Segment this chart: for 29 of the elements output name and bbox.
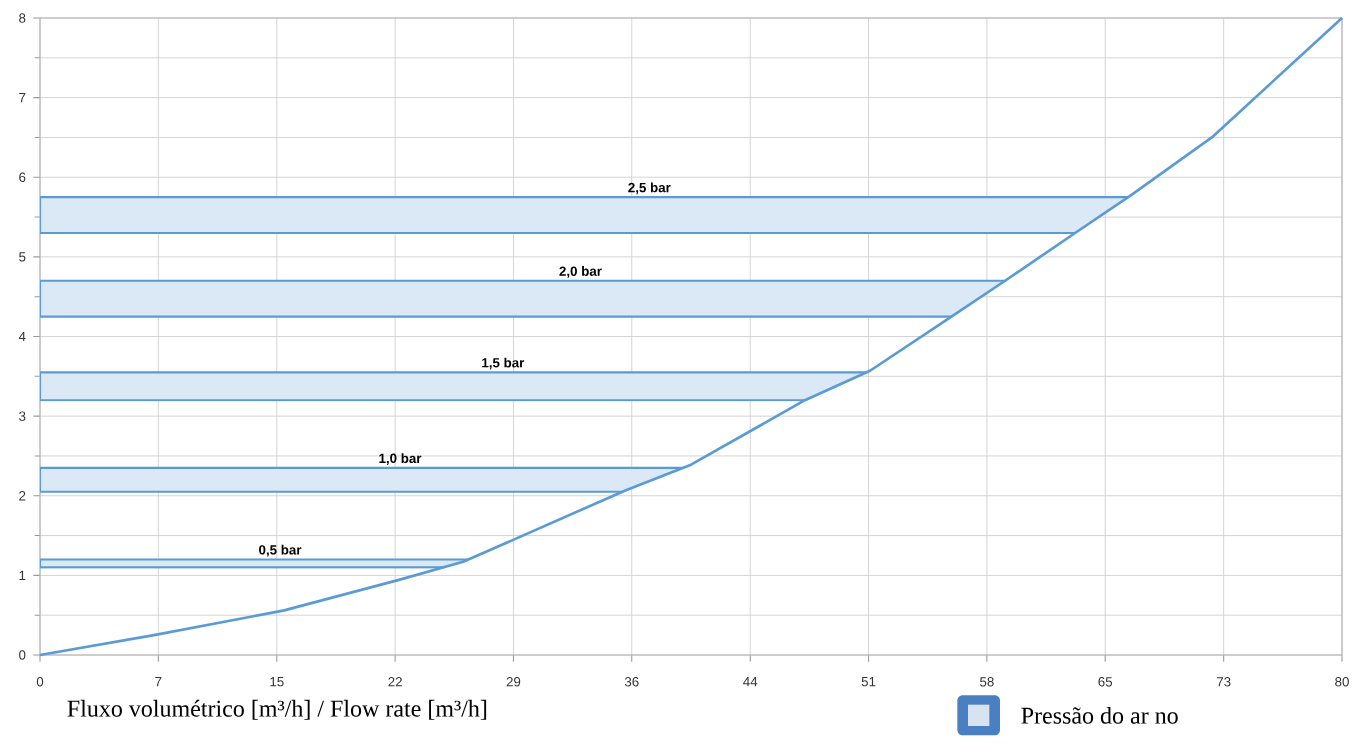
- x-tick-label: 15: [270, 677, 284, 687]
- x-tick-label: 65: [1098, 677, 1113, 687]
- x-tick-label: 36: [624, 677, 639, 687]
- y-tick-label: 8: [19, 13, 26, 23]
- x-tick-label: 44: [743, 677, 758, 687]
- band-label: 1,5 bar: [482, 357, 525, 370]
- x-tick-label: 51: [861, 677, 876, 687]
- legend-title: Pressão do ar no: [1021, 706, 1178, 724]
- x-tick-label: 29: [506, 677, 521, 687]
- band-label: 2,5 bar: [628, 182, 671, 195]
- band-label: 1,0 bar: [379, 453, 422, 465]
- band-label: 0,5 bar: [259, 544, 302, 557]
- x-tick-label: 58: [980, 677, 994, 687]
- y-tick-label: 0: [19, 650, 26, 660]
- y-tick-label: 7: [19, 93, 26, 103]
- x-tick-label: 22: [388, 677, 402, 687]
- x-tick-label: 80: [1335, 677, 1349, 687]
- y-tick-label: 5: [19, 252, 26, 262]
- x-tick-label: 73: [1216, 677, 1231, 687]
- band-label: 2,0 bar: [559, 266, 602, 278]
- line-series: [38, 16, 1344, 657]
- x-tick-label: 0: [36, 677, 44, 687]
- y-tick-label: 2: [19, 491, 26, 501]
- y-tick-label: 3: [19, 411, 26, 421]
- y-tick-label: 1: [19, 570, 26, 580]
- x-axis-title: Fluxo volumétrico [m³/h] / Flow rate [m³/h]: [67, 699, 487, 720]
- x-tick-label: 7: [155, 677, 162, 687]
- y-tick-label: 4: [18, 331, 26, 342]
- y-tick-label: 6: [19, 172, 26, 182]
